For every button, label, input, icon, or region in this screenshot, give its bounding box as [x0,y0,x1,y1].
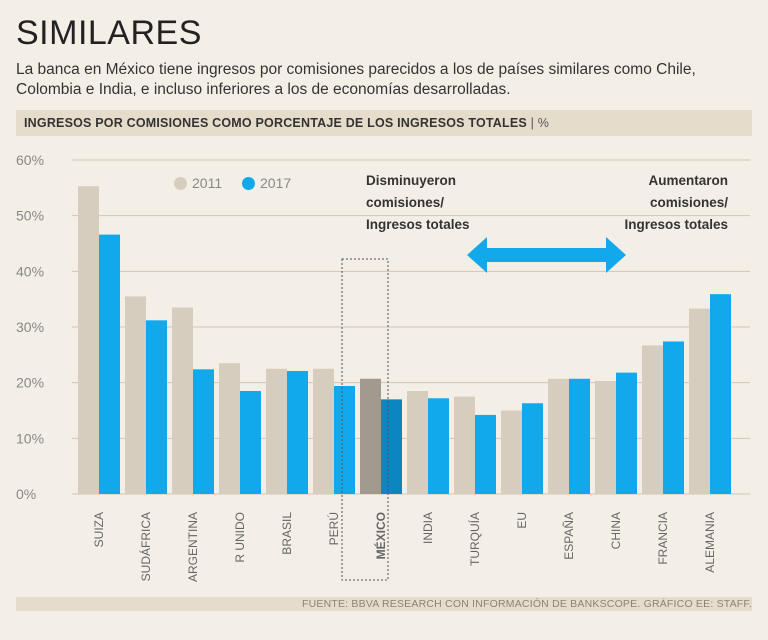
bar-2011 [78,186,99,494]
x-tick-label: BRASIL [280,512,294,555]
y-tick-label: 60% [16,152,44,168]
bar-2017 [99,234,120,495]
bar-2017 [240,391,261,494]
bar-2011 [266,368,287,494]
annotation-increased-line2: comisiones/ [649,195,728,210]
bar-2017 [616,372,637,494]
chart-heading: INGRESOS POR COMISIONES COMO PORCENTAJE … [24,116,549,130]
bar-2017 [287,370,308,494]
bar-2017 [569,378,590,494]
chart-heading-text: INGRESOS POR COMISIONES COMO PORCENTAJE … [24,116,527,130]
x-tick-label: MÉXICO [373,512,388,559]
annotation-increased-line3: Ingresos totales [624,217,728,232]
x-tick-label: ALEMANIA [703,512,717,573]
annotation-decreased: Disminuyeron comisiones/ Ingresos totale… [366,170,470,236]
bar-2011 [407,391,428,494]
x-tick-label: R UNIDO [233,512,247,563]
bar-2011 [219,363,240,494]
legend-label-2011: 2011 [192,175,223,191]
y-tick-label: 40% [16,263,44,279]
y-tick-label: 20% [16,375,44,391]
x-tick-label: SUDÁFRICA [138,512,153,581]
annotation-decreased-line3: Ingresos totales [366,217,470,232]
legend-swatch-2011 [174,176,187,190]
x-tick-label: TURQUÍA [467,512,482,566]
x-tick-label: ARGENTINA [186,512,200,582]
legend-swatch-2017 [242,176,255,190]
bar-2011 [172,307,193,494]
chart-title-main: SIMILARES [16,14,202,52]
y-tick-label: 50% [16,208,44,224]
x-tick-label: SUIZA [92,512,106,547]
bar-2017 [334,386,355,494]
legend-item-2017: 2017 [242,175,291,191]
bar-2017 [522,403,543,494]
bar-2017 [710,294,731,494]
source-band [16,597,752,611]
x-tick-label: CHINA [609,512,623,549]
x-tick-label: PERÚ [326,512,341,545]
bar-2011 [454,396,475,494]
bar-2017 [381,399,402,494]
bar-2017 [146,320,167,494]
bar-2017 [475,414,496,494]
chart-header-band [16,110,752,136]
bar-2017 [428,398,449,494]
bar-2011 [689,308,710,494]
bar-2017 [663,341,684,494]
y-tick-label: 30% [16,319,44,335]
chart-unit-separator: | [530,116,538,130]
chart-subtitle: La banca en México tiene ingresos por co… [16,61,696,98]
bar-2011 [548,378,569,494]
x-tick-label: EU [515,512,529,529]
x-tick-label: ESPAÑA [562,512,576,560]
source-note: FUENTE: BBVA RESEARCH CON INFORMACIÓN DE… [301,598,752,610]
bar-2011 [595,380,616,494]
x-tick-label: FRANCIA [656,512,670,565]
legend-label-2017: 2017 [260,175,292,191]
annotation-increased: Aumentaron comisiones/ Ingresos totales [624,170,728,236]
y-tick-label: 0% [16,486,36,502]
bar-2011 [313,368,334,494]
x-tick-label: INDIA [421,512,435,544]
bar-2011 [501,410,522,494]
bar-2017 [193,369,214,494]
double-arrow [467,237,626,273]
annotation-decreased-line1: Disminuyeron [366,173,457,188]
y-tick-label: 10% [16,430,44,446]
annotation-increased-line1: Aumentaron [648,173,728,188]
legend-item-2011: 2011 [174,175,222,191]
annotation-decreased-line2: comisiones/ [366,195,445,210]
chart-unit: % [537,116,550,130]
bar-2011 [125,296,146,494]
bar-2011 [642,345,663,494]
highlight-box [341,258,389,581]
chart-legend: 2011 2017 [174,175,307,193]
bar-2011 [360,378,381,494]
